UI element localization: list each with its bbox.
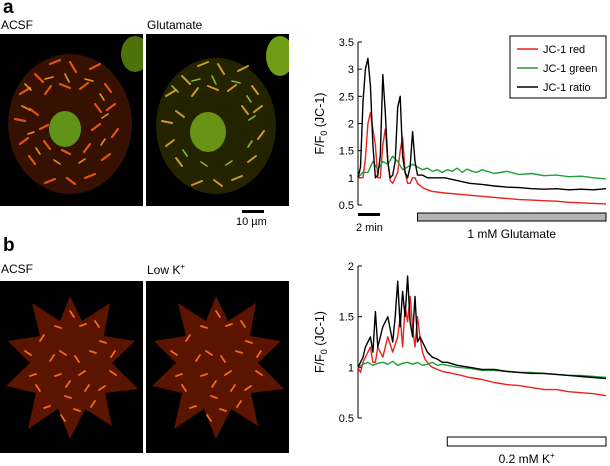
y-tick-label: 1 — [348, 362, 354, 374]
y-tick-label: 0.5 — [339, 200, 354, 212]
time-scale-label: 2 min — [356, 222, 383, 234]
y-tick-label: 1.5 — [339, 312, 354, 324]
panel-a-letter: a — [3, 0, 14, 18]
series-line-green — [357, 155, 607, 180]
series-line-red — [358, 111, 607, 205]
y-tick-label: 2 — [348, 261, 354, 273]
treatment-label: 1 mM Glutamate — [467, 227, 556, 241]
chart-b: 0.5 1 1.5 2 F/F0 (JC-1) 0.2 mM K+ — [313, 261, 607, 466]
scale-bar — [242, 210, 264, 213]
micrograph-a-glutamate — [146, 34, 289, 206]
time-scale-bar — [358, 213, 380, 216]
panel-b-image-label-lowk-text: Low K — [147, 263, 181, 277]
micrograph-b-acsf — [0, 281, 143, 453]
panel-a-image-label-acsf: ACSF — [1, 18, 34, 32]
micrograph-a-acsf — [0, 34, 143, 206]
scale-bar-label: 10 µm — [236, 216, 267, 228]
panel-b-image-label-lowk-sup: + — [180, 262, 186, 271]
micrograph-b-lowk — [146, 281, 289, 453]
y-tick-label: 0.5 — [339, 413, 354, 425]
y-tick-label: 2 — [348, 119, 354, 131]
series-line-black — [357, 275, 607, 380]
panel-b-image-label-acsf: ACSF — [1, 262, 34, 276]
legend-label-red: JC-1 red — [543, 44, 585, 56]
treatment-bar — [446, 436, 607, 447]
y-tick-label: 2.5 — [339, 91, 354, 103]
y-tick-label: 3.5 — [339, 37, 354, 49]
y-axis-label: F/F0 (JC-1) — [313, 93, 329, 155]
legend-label-green: JC-1 green — [543, 63, 597, 75]
y-tick-label: 1 — [348, 173, 354, 185]
legend-label-black: JC-1 ratio — [543, 82, 591, 94]
y-tick-label: 1.5 — [339, 146, 354, 158]
y-tick-label: 3 — [348, 64, 354, 76]
panel-a-image-label-glutamate: Glutamate — [147, 18, 203, 32]
chart-a: 0.5 1 1.5 2 2.5 3 3.5 F/F0 (JC-1) 1 mM Glutamate… — [313, 35, 607, 241]
treatment-label: 0.2 mM K+ — [499, 451, 555, 466]
series-line-black — [357, 57, 607, 191]
panel-b-image-label-lowk: Low K+ — [147, 262, 185, 277]
panel-b-letter: b — [3, 235, 15, 256]
treatment-bar — [417, 212, 607, 222]
series-line-red — [357, 295, 607, 397]
y-axis-label: F/F0 (JC-1) — [313, 311, 329, 373]
